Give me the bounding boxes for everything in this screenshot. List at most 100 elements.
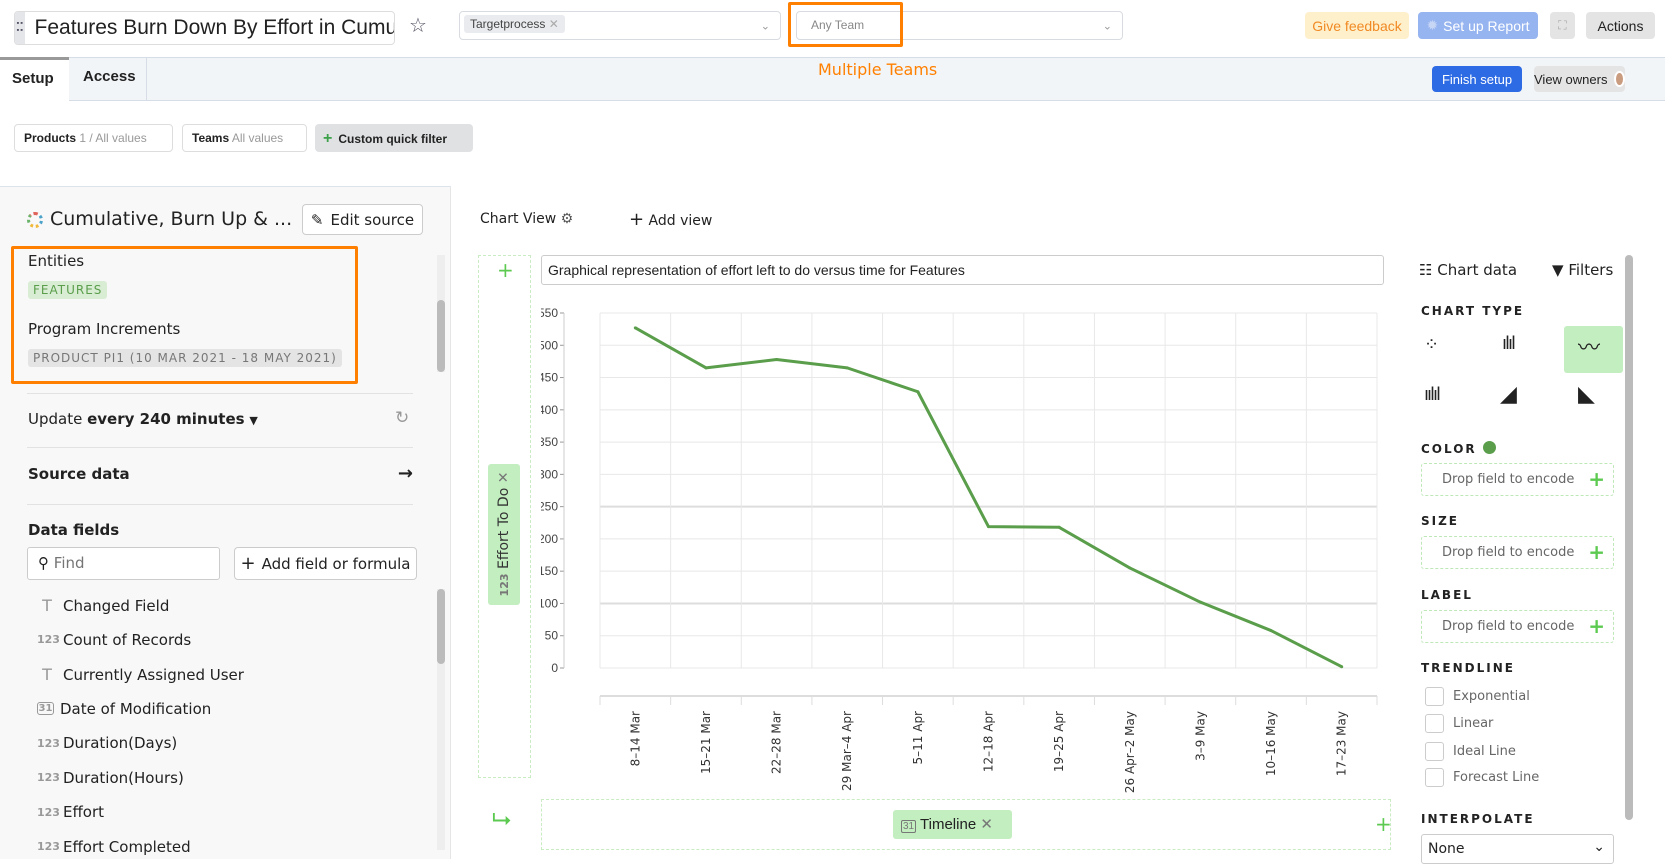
entities-tag: FEATURES: [28, 281, 108, 299]
y-field-pill[interactable]: 123 Effort To Do ✕: [488, 464, 520, 605]
swap-axes-icon[interactable]: ⮡: [492, 805, 512, 833]
scrollbar[interactable]: [437, 255, 445, 372]
add-y-field-icon[interactable]: +: [497, 258, 514, 282]
y-axis-drop-zone[interactable]: [478, 255, 531, 778]
number-type-icon: 123: [37, 771, 60, 784]
x-field-pill[interactable]: 31 Timeline ✕: [893, 810, 1012, 839]
size-drop-zone[interactable]: Drop field to encode +: [1421, 536, 1614, 569]
x-axis-drop-zone[interactable]: [541, 799, 1391, 850]
data-field-name: Effort: [63, 803, 105, 821]
add-field-button[interactable]: + Add field or formula: [234, 547, 417, 580]
interpolate-label: INTERPOLATE: [1421, 812, 1535, 826]
star-icon[interactable]: ☆: [409, 13, 427, 37]
tab-access[interactable]: Access: [69, 58, 147, 101]
data-field-name: Changed Field: [63, 596, 170, 615]
x-tick-label: 5–11 Apr: [911, 711, 925, 765]
label-drop-zone[interactable]: Drop field to encode +: [1421, 610, 1614, 643]
data-field-name: Count of Records: [63, 630, 192, 649]
data-field-item[interactable]: 123 Effort Completed: [37, 838, 191, 856]
report-title[interactable]: Features Burn Down By Effort in Cumulati…: [34, 16, 394, 39]
finish-setup-button[interactable]: Finish setup: [1432, 66, 1522, 92]
data-field-item[interactable]: T Currently Assigned User: [37, 665, 244, 684]
x-tick-label: 15–21 Mar: [699, 711, 713, 774]
data-field-item[interactable]: T Changed Field: [37, 596, 169, 615]
find-field-input[interactable]: ⚲: [27, 547, 220, 580]
chart-type-line-icon[interactable]: 〰: [1578, 336, 1601, 361]
data-field-name: Currently Assigned User: [63, 665, 244, 684]
data-point: [775, 357, 779, 361]
add-view-button[interactable]: + Add view: [629, 209, 713, 230]
list-icon: ☷: [1419, 261, 1433, 279]
remove-icon[interactable]: ✕: [496, 471, 512, 484]
add-x-field-icon[interactable]: +: [1375, 812, 1392, 836]
chart-type-stacked-bar-icon[interactable]: ıılıl: [1424, 384, 1441, 405]
color-drop-zone[interactable]: Drop field to encode +: [1421, 463, 1614, 496]
update-frequency-dropdown[interactable]: Update every 240 minutes ▼: [28, 410, 258, 428]
source-data-link[interactable]: Source data →: [28, 463, 413, 484]
chart-type-label: CHART TYPE: [1421, 304, 1525, 318]
filter-teams[interactable]: Teams All values: [182, 124, 307, 152]
y-tick-label: 150: [541, 564, 558, 578]
data-field-item[interactable]: 123 Effort: [37, 803, 104, 821]
divider: [27, 393, 413, 394]
interpolate-select[interactable]: None ⌄: [1421, 834, 1614, 864]
remove-icon[interactable]: ✕: [980, 816, 993, 833]
source-select[interactable]: Targetprocess ✕ ⌄: [459, 11, 781, 40]
y-tick-label: 100: [541, 596, 558, 610]
data-point: [845, 366, 849, 370]
scrollbar[interactable]: [437, 589, 445, 850]
tab-setup[interactable]: Setup: [0, 57, 69, 101]
text-type-icon: T: [42, 665, 52, 684]
arrow-right-icon: →: [397, 463, 413, 484]
data-field-item[interactable]: 123 Duration(Hours): [37, 769, 184, 787]
exponential-checkbox[interactable]: [1425, 687, 1444, 706]
ideal-line-checkbox[interactable]: [1425, 742, 1444, 761]
view-owners-button[interactable]: View owners: [1534, 66, 1625, 92]
date-type-icon: 31: [901, 820, 917, 833]
data-field-item[interactable]: 31 Date of Modification: [37, 700, 211, 718]
exponential-label: Exponential: [1453, 689, 1530, 704]
x-tick-label: 22–28 Mar: [770, 711, 784, 774]
data-point: [1198, 600, 1202, 604]
chart-type-bar-icon[interactable]: ılıl: [1502, 333, 1516, 354]
refresh-icon[interactable]: ↻: [395, 408, 410, 428]
team-select[interactable]: Any Team ⌄: [796, 11, 1123, 40]
chart-data-tab[interactable]: ☷ Chart data: [1419, 261, 1518, 279]
give-feedback-button[interactable]: Give feedback: [1305, 12, 1409, 39]
data-field-name: Duration(Days): [63, 734, 178, 752]
annotation-box: [11, 246, 358, 384]
chart-type-stacked-area-icon[interactable]: ◣: [1578, 382, 1595, 407]
color-swatch[interactable]: [1482, 441, 1496, 454]
y-tick-label: 400: [541, 403, 558, 417]
y-tick-label: 50: [545, 629, 559, 643]
line-chart: 0 50 100 150 200 250 300 350 400 450 500 550 8–14 Ma…: [541, 306, 1378, 793]
fullscreen-button[interactable]: ⛶: [1550, 12, 1575, 39]
linear-checkbox[interactable]: [1425, 714, 1444, 733]
set-up-report-button[interactable]: ✹ Set up Report: [1418, 12, 1538, 39]
data-field-item[interactable]: 123 Count of Records: [37, 631, 191, 649]
find-input[interactable]: [53, 554, 194, 572]
filter-products[interactable]: Products 1 / All values: [14, 124, 173, 152]
number-type-icon: 123: [37, 805, 60, 819]
custom-quick-filter-button[interactable]: + Custom quick filter: [315, 124, 473, 152]
edit-source-button[interactable]: ✎ Edit source: [302, 204, 423, 235]
gear-icon[interactable]: ⚙: [560, 211, 574, 227]
data-point: [1057, 525, 1061, 529]
forecast-line-checkbox[interactable]: [1425, 768, 1444, 787]
report-title-box[interactable]: ⠭ Features Burn Down By Effort in Cumula…: [14, 11, 395, 45]
actions-button[interactable]: Actions: [1586, 12, 1655, 39]
filters-tab[interactable]: ▼ Filters: [1552, 261, 1614, 279]
chart-type-area-icon[interactable]: ◢: [1500, 382, 1517, 407]
source-logo-icon: [27, 212, 43, 228]
avatar: [1614, 71, 1625, 87]
remove-tag-icon[interactable]: ✕: [548, 17, 559, 31]
chevron-down-icon: ⌄: [760, 19, 770, 32]
scrollbar[interactable]: [1625, 255, 1633, 820]
data-field-item[interactable]: 123 Duration(Days): [37, 734, 177, 752]
chart-title-input[interactable]: [541, 255, 1384, 285]
chart-type-scatter-icon[interactable]: ⁘: [1424, 334, 1440, 355]
linear-label: Linear: [1453, 716, 1494, 731]
data-fields-label: Data fields: [28, 521, 120, 539]
plus-icon: +: [323, 130, 333, 147]
chart-view-tab[interactable]: Chart View ⚙: [480, 211, 574, 227]
